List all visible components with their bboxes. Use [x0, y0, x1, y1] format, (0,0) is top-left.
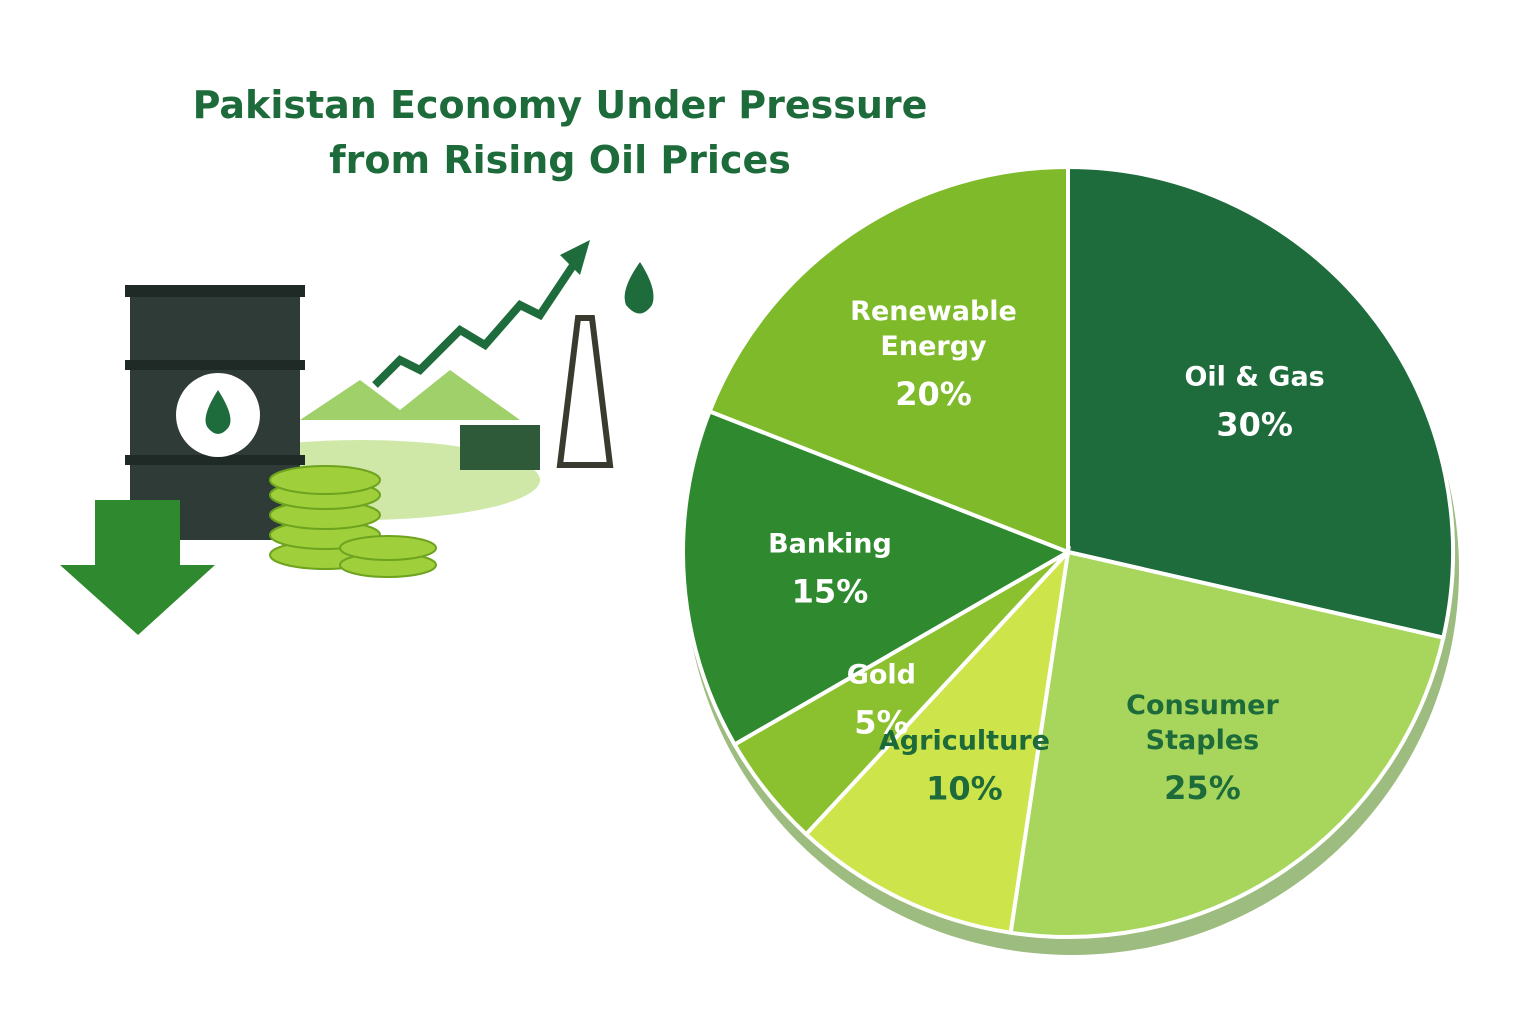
pie-slice — [707, 164, 1070, 555]
value-label: 15% — [791, 572, 869, 611]
pie-slice — [803, 545, 1071, 935]
value-label: 10% — [926, 769, 1003, 808]
slice-label: Renewable Energy 20% — [839, 294, 1029, 416]
value-label: 25% — [1164, 769, 1241, 808]
slice-label: Consumer Staples 25% — [1107, 688, 1297, 810]
pie-slice — [681, 408, 1073, 748]
slice-label: Agriculture 10% — [869, 724, 1059, 811]
pie-slice — [1066, 164, 1455, 641]
pie — [681, 164, 1459, 955]
chart-title: Pakistan Economy Under Pressure from Ris… — [192, 83, 928, 183]
category-label: Oil & Gas — [1184, 361, 1325, 393]
pie-slice — [1008, 549, 1446, 939]
value-label: 30% — [1216, 405, 1293, 444]
category-label: Agriculture — [878, 725, 1050, 757]
value-label: 20% — [895, 375, 972, 414]
category-label: Consumer Staples — [1126, 690, 1279, 757]
category-label: Gold — [846, 659, 917, 691]
slice-label: Gold 5% — [786, 657, 976, 744]
category-label: Banking — [768, 528, 892, 560]
illustration — [60, 240, 654, 635]
slice-label: Oil & Gas 30% — [1160, 360, 1350, 447]
slice-label: Banking 15% — [735, 526, 925, 613]
value-label: 5% — [854, 703, 909, 742]
category-label: Renewable Energy — [850, 295, 1017, 362]
